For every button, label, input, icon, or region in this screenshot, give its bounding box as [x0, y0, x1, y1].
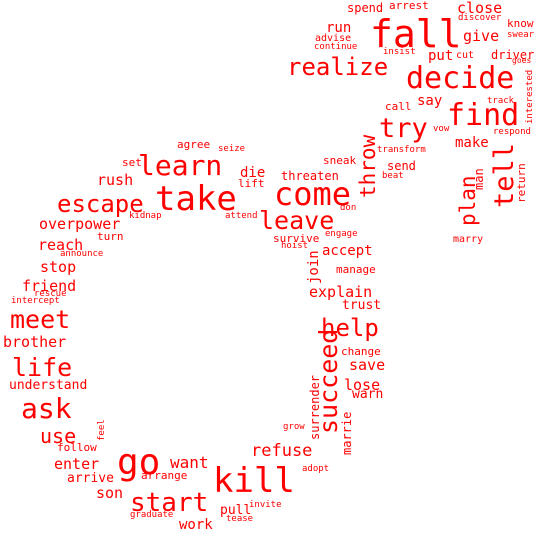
word-learn: learn	[138, 149, 223, 182]
word-threaten: threaten	[281, 169, 339, 183]
word-explain: explain	[309, 283, 373, 301]
word-marrie: marrie	[340, 411, 354, 455]
word-use: use	[40, 424, 77, 448]
word-sneak: sneak	[323, 154, 357, 167]
word-send: send	[387, 159, 416, 173]
word-save: save	[349, 356, 386, 374]
word-track: track	[487, 96, 515, 106]
word-adopt: adopt	[302, 464, 330, 474]
word-join: join	[306, 250, 322, 284]
word-meet: meet	[10, 305, 71, 334]
word-attend: attend	[225, 211, 258, 221]
word-interested: interested	[525, 69, 535, 124]
word-call: call	[385, 100, 412, 113]
word-agree: agree	[177, 138, 211, 151]
word-warn: warn	[352, 387, 384, 402]
word-announce: announce	[60, 249, 104, 259]
word-decide: decide	[406, 61, 515, 96]
word-go: go	[117, 442, 161, 483]
word-return: return	[515, 163, 528, 203]
word-know: know	[507, 17, 534, 30]
word-beat: beat	[382, 171, 404, 181]
word-graduate: graduate	[130, 510, 174, 520]
word-intercept: intercept	[11, 296, 60, 306]
word-cut: cut	[456, 50, 475, 61]
word-spend: spend	[347, 1, 384, 15]
word-enter: enter	[54, 455, 100, 473]
word-discover: discover	[458, 13, 502, 23]
word-goes: goes	[512, 56, 532, 65]
word-find: find	[447, 98, 520, 133]
word-reach: reach	[38, 236, 84, 254]
word-stop: stop	[40, 258, 77, 276]
word-tease: tease	[226, 514, 254, 524]
word-realize: realize	[287, 53, 389, 81]
word-survive: survive	[273, 232, 320, 245]
word-trust: trust	[342, 298, 382, 313]
word-kidnap: kidnap	[129, 211, 162, 221]
word-brother: brother	[3, 333, 67, 351]
word-son: son	[96, 484, 124, 502]
word-surrender: surrender	[308, 374, 322, 440]
word-close: close	[457, 0, 503, 17]
word-invite: invite	[249, 500, 282, 510]
word-transform: transform	[377, 145, 426, 155]
word-put: put	[428, 48, 454, 64]
word-feel: feel	[97, 419, 107, 441]
word-arrest: arrest	[389, 0, 429, 12]
word-say: say	[417, 93, 443, 109]
word-advise: advise	[315, 33, 352, 44]
word-refuse: refuse	[251, 441, 313, 461]
word-lift: lift	[238, 177, 265, 190]
word-don: don	[340, 203, 357, 213]
word-hoist: hoist	[281, 241, 309, 251]
word-arrange: arrange	[141, 469, 188, 482]
word-fall: fall	[370, 12, 462, 56]
word-work: work	[179, 517, 213, 533]
word-understand: understand	[9, 378, 88, 393]
word-vow: vow	[433, 124, 450, 134]
word-respond: respond	[493, 127, 531, 137]
word-change: change	[341, 345, 381, 358]
word-leave: leave	[259, 206, 335, 235]
word-escape: escape	[57, 190, 144, 218]
word-come: come	[274, 175, 352, 213]
word-kill: kill	[213, 461, 295, 501]
word-manage: manage	[336, 263, 376, 276]
word-seize: seize	[218, 144, 246, 154]
word-run: run	[326, 20, 352, 36]
word-die: die	[240, 165, 266, 181]
word-pull: pull	[220, 503, 252, 518]
word-driver: driver	[491, 48, 535, 62]
word-swear: swear	[507, 30, 535, 40]
word-accept: accept	[322, 243, 373, 259]
word-turn: turn	[97, 230, 124, 243]
word-overpower: overpower	[39, 215, 121, 233]
word-make: make	[455, 135, 489, 151]
word-want: want	[170, 453, 209, 472]
word-engage: engage	[325, 229, 358, 239]
word-lose: lose	[344, 376, 381, 394]
word-friend: friend	[22, 277, 77, 295]
word-insist: insist	[383, 47, 416, 57]
word-continue: continue	[314, 42, 358, 52]
word-give: give	[463, 27, 500, 45]
word-try: try	[379, 113, 428, 144]
word-marry: marry	[453, 234, 484, 245]
word-life: life	[12, 353, 73, 382]
word-follow: follow	[57, 441, 97, 454]
word-man: man	[472, 168, 486, 190]
word-rescue: rescue	[34, 289, 67, 299]
word-tell: tell	[489, 142, 520, 208]
word-arrive: arrive	[67, 471, 114, 486]
word-set: set	[122, 156, 142, 169]
word-grow: grow	[283, 422, 305, 432]
word-rush: rush	[97, 171, 134, 189]
word-help: help	[321, 314, 379, 342]
word-take: take	[155, 179, 237, 219]
word-ask: ask	[21, 392, 72, 425]
word-throw: throw	[356, 134, 380, 198]
word-start: start	[130, 488, 209, 518]
